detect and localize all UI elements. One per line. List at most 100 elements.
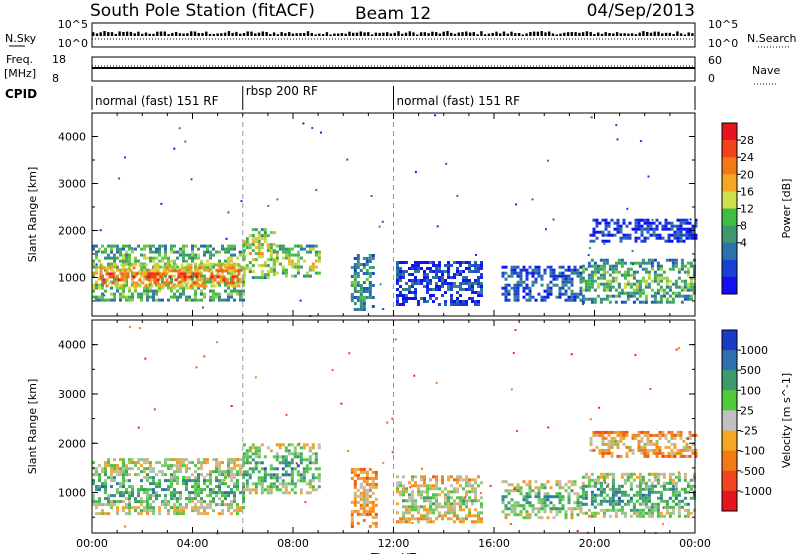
heatmap-cell bbox=[456, 481, 459, 485]
heatmap-cell bbox=[260, 485, 264, 489]
heatmap-cell bbox=[673, 451, 677, 455]
heatmap-cell bbox=[104, 503, 107, 507]
heatmap-cell bbox=[191, 497, 194, 501]
heatmap-cell bbox=[179, 512, 182, 516]
heatmap-cell bbox=[611, 484, 615, 488]
heatmap-cell bbox=[371, 479, 375, 483]
heatmap-cell bbox=[296, 250, 300, 254]
heatmap-cell bbox=[459, 294, 462, 297]
heatmap-cell bbox=[528, 483, 532, 487]
heatmap-cell bbox=[143, 253, 146, 257]
heatmap-cell bbox=[180, 275, 184, 279]
heatmap-cell bbox=[589, 442, 593, 446]
heatmap-cell bbox=[611, 472, 615, 476]
heatmap-cell bbox=[674, 487, 678, 491]
heatmap-cell bbox=[558, 507, 562, 511]
heatmap-cell bbox=[110, 467, 113, 471]
heatmap-cell bbox=[537, 492, 541, 496]
heatmap-cell bbox=[685, 227, 689, 231]
heatmap-cell bbox=[607, 430, 611, 434]
heatmap-cell bbox=[224, 482, 227, 486]
heatmap-cell bbox=[507, 298, 511, 302]
heatmap-cell bbox=[608, 499, 612, 503]
heatmap-cell bbox=[221, 298, 224, 302]
heatmap-cell bbox=[353, 479, 357, 483]
heatmap-cell bbox=[158, 250, 161, 254]
heatmap-cell bbox=[272, 467, 276, 471]
heatmap-cell bbox=[661, 227, 665, 231]
heatmap-cell bbox=[314, 253, 318, 257]
heatmap-cell bbox=[655, 448, 659, 452]
heatmap-cell bbox=[128, 295, 131, 299]
heatmap-cell bbox=[195, 278, 199, 282]
heatmap-cell bbox=[691, 433, 695, 437]
heatmap-cell bbox=[674, 282, 678, 286]
nsky-bar bbox=[593, 34, 596, 36]
nsky-bar bbox=[566, 32, 570, 36]
heatmap-cell bbox=[146, 295, 149, 299]
heatmap-cell bbox=[581, 490, 585, 494]
heatmap-cell bbox=[647, 282, 651, 286]
heatmap-cell bbox=[549, 280, 553, 284]
heatmap-cell bbox=[453, 490, 456, 494]
heatmap-cell bbox=[561, 486, 565, 490]
heatmap-cell bbox=[685, 221, 689, 225]
heatmap-cell bbox=[254, 240, 258, 244]
nsky-bar bbox=[386, 32, 389, 36]
heatmap-cell bbox=[673, 233, 677, 237]
heatmap-cell bbox=[581, 502, 585, 506]
heatmap-cell bbox=[650, 514, 654, 518]
heatmap-cell bbox=[224, 494, 227, 498]
heatmap-cell bbox=[617, 285, 621, 289]
heatmap-cell bbox=[668, 279, 672, 283]
heatmap-cell bbox=[616, 439, 620, 443]
heatmap-cell bbox=[465, 475, 468, 479]
heatmap-cell bbox=[119, 500, 122, 504]
heatmap-cell bbox=[263, 276, 267, 280]
heatmap-cell bbox=[272, 262, 276, 266]
heatmap-cell bbox=[411, 493, 414, 497]
nsky-bar bbox=[374, 32, 378, 36]
heatmap-cell bbox=[525, 513, 529, 517]
colorbar-swatch bbox=[722, 430, 737, 452]
heatmap-cell bbox=[658, 236, 662, 240]
heatmap-cell bbox=[564, 274, 568, 278]
heatmap-cell bbox=[164, 503, 167, 507]
heatmap-cell bbox=[125, 470, 128, 474]
heatmap-cell bbox=[537, 274, 541, 278]
heatmap-cell bbox=[650, 490, 654, 494]
heatmap-cell bbox=[110, 500, 113, 504]
heatmap-cell bbox=[674, 294, 678, 298]
heatmap-cell bbox=[203, 295, 206, 299]
heatmap-cell bbox=[269, 485, 273, 489]
heatmap-cell bbox=[659, 490, 663, 494]
heatmap-cell bbox=[173, 292, 176, 296]
heatmap-cell bbox=[405, 300, 408, 303]
heatmap-cell bbox=[655, 236, 659, 240]
heatmap-cell bbox=[221, 482, 224, 486]
nsearch-label: N.Search bbox=[747, 32, 797, 45]
heatmap-cell bbox=[435, 481, 438, 485]
heatmap-cell bbox=[143, 265, 146, 269]
heatmap-cell bbox=[168, 269, 172, 273]
x-tick-label: 00:00 bbox=[76, 537, 108, 550]
heatmap-cell bbox=[592, 230, 596, 234]
heatmap-cell bbox=[158, 289, 161, 293]
heatmap-cell bbox=[598, 230, 602, 234]
heatmap-cell bbox=[92, 289, 95, 293]
heatmap-cell bbox=[581, 267, 585, 271]
heatmap-cell bbox=[353, 302, 357, 305]
heatmap-cell bbox=[365, 512, 369, 516]
heatmap-cell bbox=[140, 271, 143, 275]
heatmap-cell bbox=[441, 475, 444, 479]
heatmap-cell bbox=[156, 266, 160, 270]
heatmap-cell bbox=[173, 479, 176, 483]
heatmap-cell bbox=[435, 493, 438, 497]
heatmap-cell bbox=[396, 282, 399, 285]
heatmap-cell bbox=[620, 258, 624, 262]
heatmap-cell bbox=[113, 256, 116, 260]
heatmap-cell bbox=[99, 275, 103, 279]
heatmap-cell bbox=[692, 264, 696, 268]
heatmap-cell bbox=[227, 211, 230, 214]
heatmap-cell bbox=[348, 352, 351, 355]
